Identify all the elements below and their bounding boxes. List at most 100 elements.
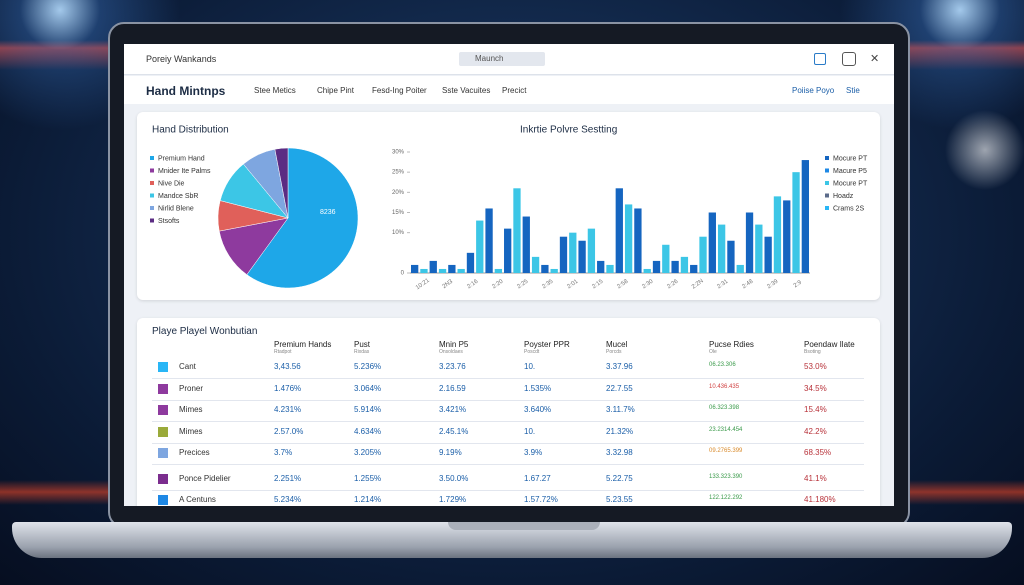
table-cell: 3.205% [354,448,382,457]
table-cell: 3.23.76 [439,362,466,371]
bar [587,228,596,273]
table-cell: 4.634% [354,427,382,436]
bar [448,264,456,273]
bar [680,256,689,273]
row-swatch [158,384,168,394]
column-header: Poyster PPR [524,340,570,349]
column-header: Premium Hands [274,340,332,349]
legend-label: Hoadz [833,193,854,200]
table-cell: 2.45.1% [439,427,469,436]
row-swatch [158,427,168,437]
table-cell: 5.22.75 [606,474,633,483]
table-cell: 2.57.0% [274,427,304,436]
legend-swatch [150,181,154,185]
close-icon[interactable]: ✕ [870,53,880,65]
table-card [137,318,880,506]
table-cell: 3.11.7% [606,405,635,414]
bar [717,224,726,273]
legend-label: Nive Die [158,180,185,187]
legend-label: Nirlid Blene [158,205,194,212]
icon[interactable] [842,52,856,66]
legend-label: Mocure PT [833,180,868,187]
column-header: Mucel [606,340,628,349]
table-cell: 5.234% [274,495,302,504]
bar [745,212,754,273]
legend-swatch [150,206,154,210]
nav-title: Hand Mintnps [146,84,226,98]
table-cell: 1.535% [524,384,552,393]
column-subheader: Ole [709,349,717,355]
column-subheader: Bsoting [804,349,821,355]
legend-label: Macure P5 [833,168,867,175]
column-header: Pust [354,340,371,349]
table-cell: 1.214% [354,495,382,504]
icon[interactable] [814,53,826,65]
tab[interactable]: Precict [502,86,527,95]
bar [671,260,679,273]
table-cell: 3.37.96 [606,362,633,371]
column-header: Mnin P5 [439,340,469,349]
pie-annotation: 8236 [320,209,336,216]
y-tick-label: 25% [392,170,405,176]
table-cell: 1.476% [274,384,302,393]
bar [429,260,437,273]
y-tick-label: 0 [401,271,405,277]
table-cell: 3.32.98 [606,448,633,457]
legend-swatch [825,206,829,210]
table-cell: 9.19% [439,448,462,457]
bar [578,240,586,273]
pie-chart: Hand Distribution 8236 Premium Hand Mnider … [150,125,359,289]
bar [541,264,549,273]
x-tick-label: 2:26 [666,278,680,290]
chart-title: Hand Distribution [152,125,229,136]
table-cell: Mimes [179,427,203,436]
table-cell: 06.323.398 [709,405,740,411]
bar [559,236,568,273]
table-cell: Mimes [179,405,203,414]
table-cell: 53.0% [804,362,827,371]
bar [522,216,530,273]
bar [764,236,772,273]
legend-swatch [150,168,154,173]
y-tick-label: 15% [392,210,405,216]
column-header: Poendaw Ilate [804,340,855,349]
row-divider [152,490,864,491]
row-divider [152,443,864,444]
table-cell: 2.16.59 [439,384,466,393]
search-box[interactable]: Maunch [459,52,545,66]
row-swatch [158,474,168,484]
table-cell: 3.50.0% [439,474,469,483]
table-cell: 23.2314.454 [709,427,743,433]
legend-swatch [825,193,829,198]
user[interactable]: Poiise Poyo [792,86,835,95]
tab[interactable]: Chipe Pint [317,86,354,95]
brand: Poreiy Wankands [146,54,217,64]
row-swatch [158,362,168,372]
settings[interactable]: Stie [846,86,860,95]
table-cell: 41.180% [804,495,836,504]
tab[interactable]: Stee Metics [254,86,296,95]
bar [624,204,633,273]
table-cell: 10. [524,427,536,436]
table-cell: 06.23.306 [709,362,736,368]
x-tick-label: 2:31 [716,278,730,290]
table-cell: Precices [179,448,210,457]
x-tick-label: 2:9 [793,279,804,289]
row-swatch [158,448,168,458]
bar [783,200,791,273]
table-cell: 1.729% [439,495,467,504]
table-cell: 22.7.55 [606,384,633,393]
tab[interactable]: Fesd-Ing Poiter [372,86,427,95]
tab[interactable]: Sste Vacuites [442,86,491,95]
table-cell: 3.064% [354,384,382,393]
table-cell: 5.236% [354,362,382,371]
table-cell: 10.436.435 [709,384,740,390]
column-subheader: Porcds [606,349,622,355]
legend-label: Mnider Ite Palms [158,168,211,175]
table-cell: 1.57.72% [524,495,558,504]
bar [531,256,540,273]
legend-label: Premium Hand [158,155,205,162]
bar [457,268,465,273]
bar [801,160,809,273]
x-tick-label: 10:21 [415,277,431,291]
